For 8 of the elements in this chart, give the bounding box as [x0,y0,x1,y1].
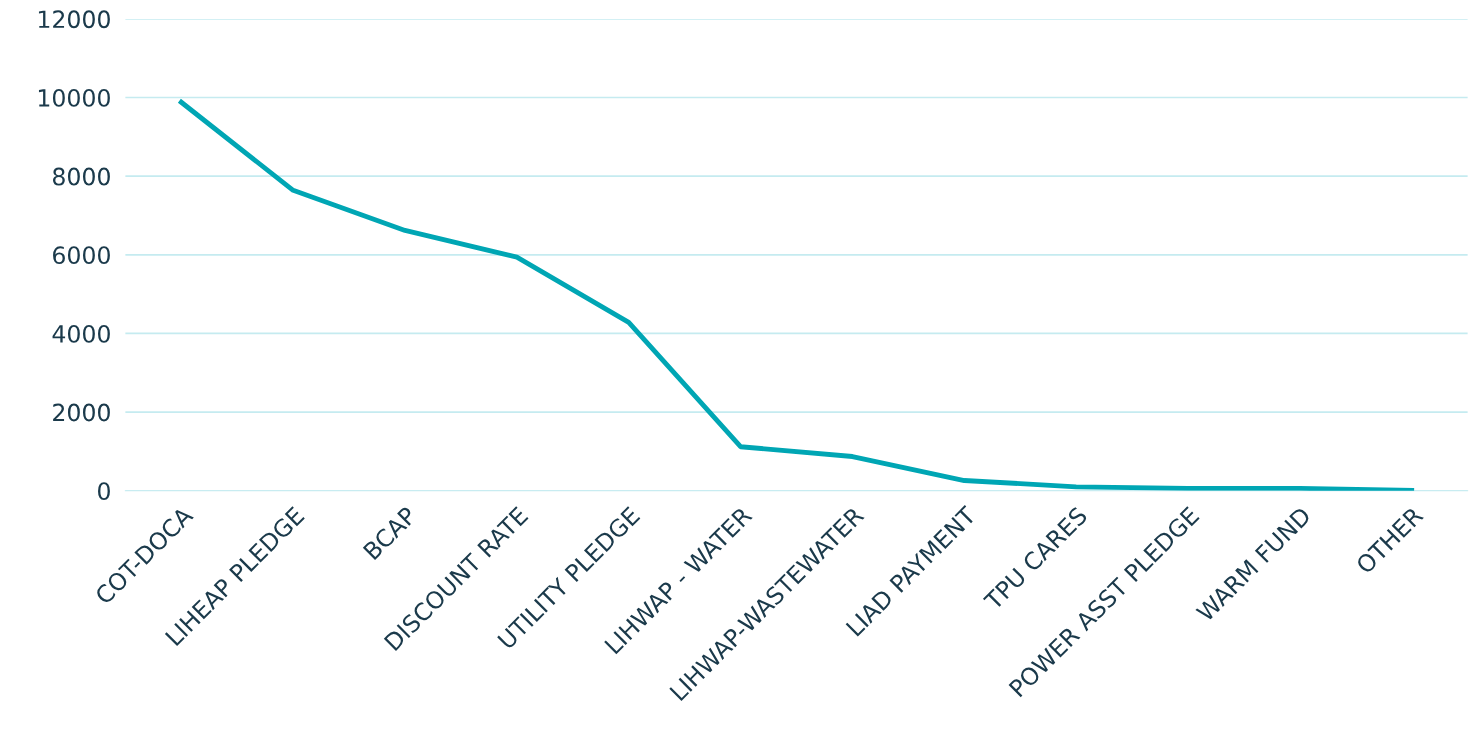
y-tick-label: 12000 [38,10,110,29]
y-tick-label: 2000 [53,403,110,422]
y-tick-label: 4000 [52,324,110,343]
y-tick-label: 8000 [53,167,110,186]
y-tick-label: 0 [98,482,110,501]
y-tick-label: 6000 [53,246,110,265]
line-series [178,99,1415,491]
y-tick-label: 10000 [38,88,110,107]
